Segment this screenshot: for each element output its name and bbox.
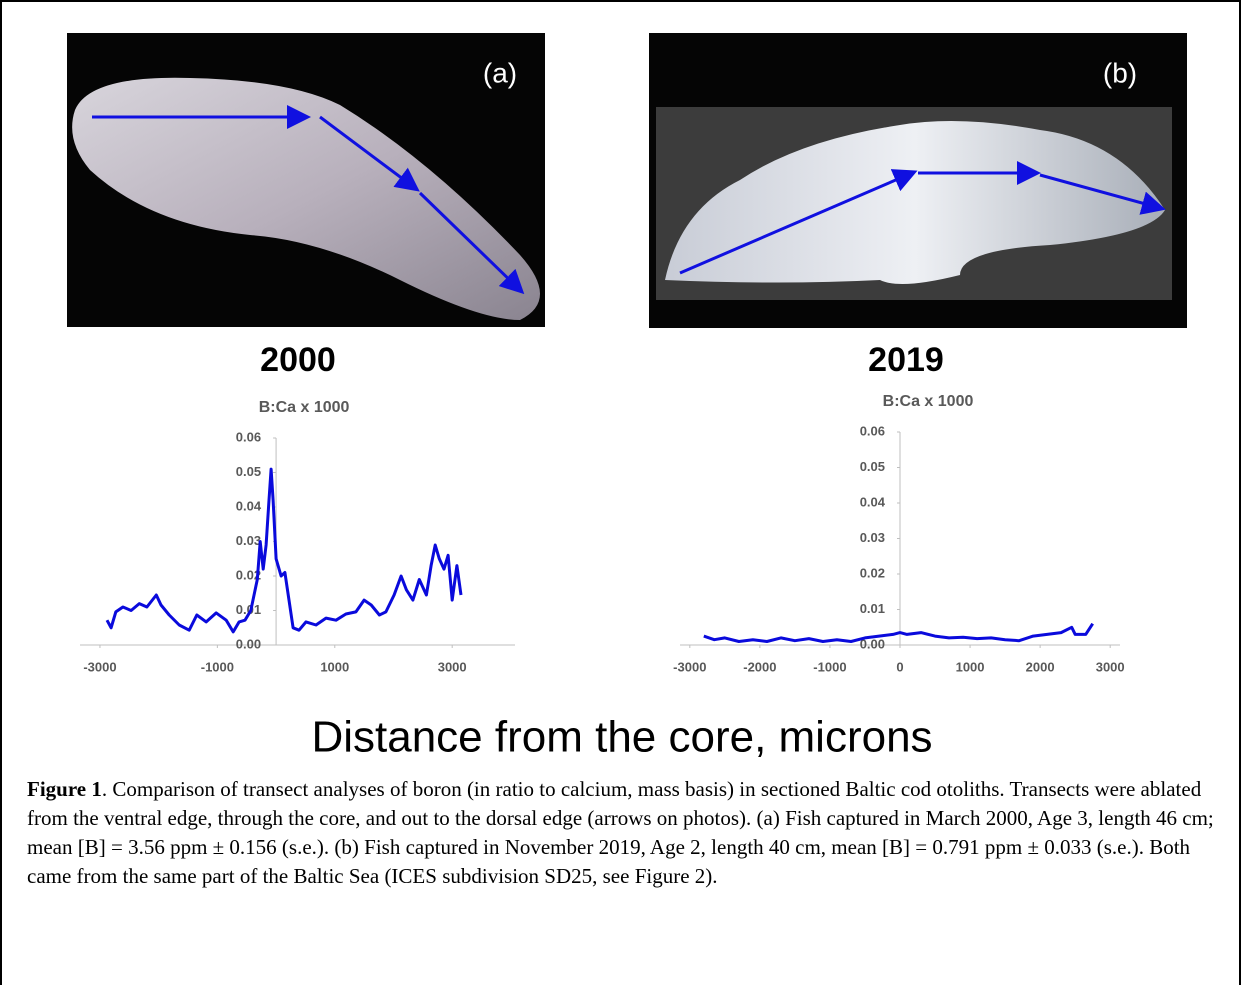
y-tick-label: 0.03	[236, 533, 261, 548]
x-tick-label: 1000	[320, 659, 349, 674]
chart-title: 2000	[260, 341, 336, 379]
caption: Figure 1. Comparison of transect analyse…	[27, 775, 1217, 891]
y-tick-label: 0.06	[860, 423, 885, 438]
y-tick-label: 0.03	[860, 530, 885, 545]
data-line	[704, 624, 1093, 642]
photo-b: (b)	[649, 33, 1187, 328]
caption-text: . Comparison of transect analyses of bor…	[27, 777, 1214, 888]
photo-label: (a)	[483, 57, 517, 88]
y-tick-label: 0.06	[236, 429, 261, 444]
x-tick-label: -2000	[743, 659, 776, 674]
x-axis-label: Distance from the core, microns	[311, 713, 932, 762]
x-tick-label: -1000	[201, 659, 234, 674]
y-tick-label: 0.00	[236, 636, 261, 651]
x-tick-label: 2000	[1026, 659, 1055, 674]
x-tick-label: -3000	[673, 659, 706, 674]
y-tick-label: 0.04	[236, 498, 262, 513]
photo-a: (a)	[67, 33, 545, 327]
y-axis-title: B:Ca x 1000	[259, 399, 350, 416]
x-tick-label: -1000	[813, 659, 846, 674]
photo-label: (b)	[1103, 57, 1137, 88]
x-tick-label: 3000	[1096, 659, 1125, 674]
x-tick-label: 0	[896, 659, 903, 674]
x-tick-label: 1000	[956, 659, 985, 674]
data-line	[107, 469, 461, 632]
y-tick-label: 0.04	[860, 494, 886, 509]
y-tick-label: 0.05	[236, 464, 261, 479]
x-tick-label: -3000	[83, 659, 116, 674]
x-tick-label: 3000	[438, 659, 467, 674]
y-tick-label: 0.05	[860, 459, 885, 474]
y-tick-label: 0.02	[860, 565, 885, 580]
page: (a) (b) Distance from the core, microns …	[0, 0, 1244, 985]
y-axis-title: B:Ca x 1000	[883, 393, 974, 410]
y-tick-label: 0.01	[860, 601, 885, 616]
chart-title: 2019	[868, 341, 944, 379]
caption-label: Figure 1	[27, 777, 102, 801]
